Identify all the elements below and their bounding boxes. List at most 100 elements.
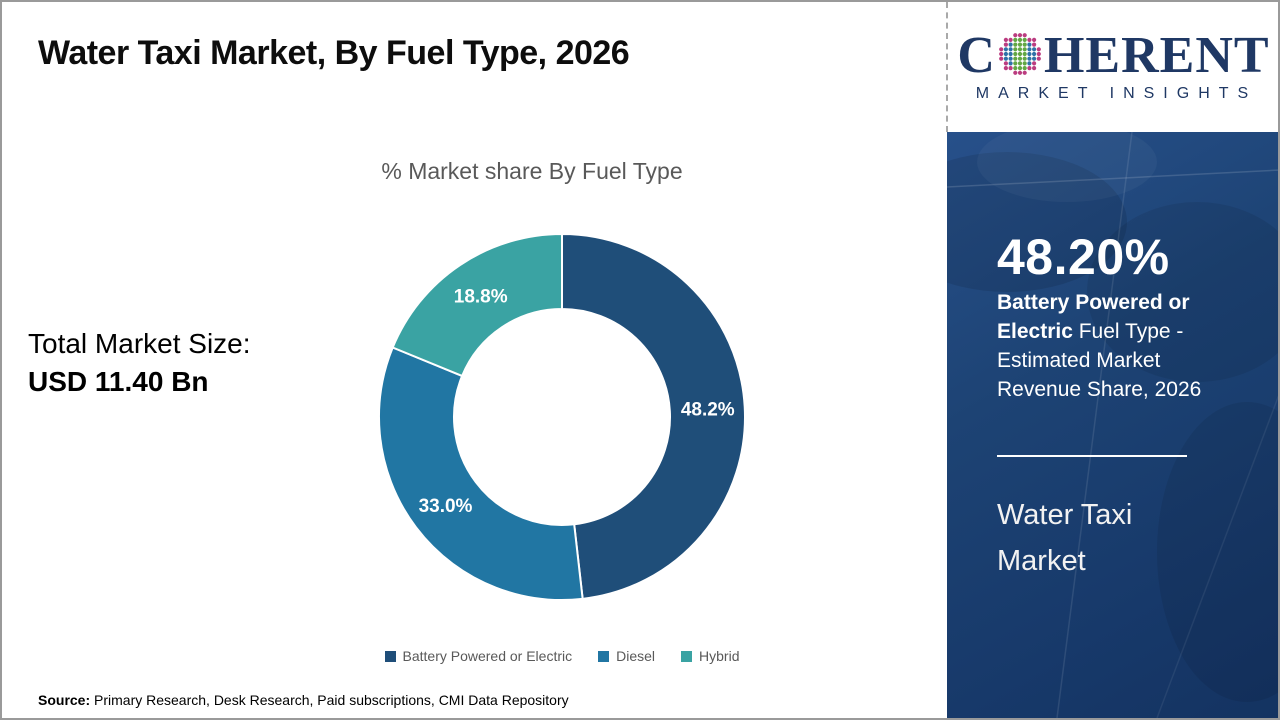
legend-item: Diesel xyxy=(598,648,655,664)
logo-globe-dot xyxy=(1008,42,1013,47)
highlight-stat-value: 48.20% xyxy=(997,229,1170,285)
logo-globe-dot xyxy=(1017,70,1023,75)
page-title: Water Taxi Market, By Fuel Type, 2026 xyxy=(38,34,630,72)
logo-globe-dot xyxy=(1017,46,1023,51)
logo-globe-dot xyxy=(1031,42,1037,47)
chart-title: % Market share By Fuel Type xyxy=(381,158,683,184)
logo-globe-dot xyxy=(999,46,1004,51)
logo-globe-dot xyxy=(1017,37,1023,42)
logo-globe-dot xyxy=(1022,37,1027,42)
market-name-line1: Water Taxi xyxy=(997,499,1133,531)
logo-letter-c: C xyxy=(957,26,996,84)
logo-globe-dot xyxy=(1036,51,1041,56)
logo-globe-dot xyxy=(1036,46,1041,51)
logo-globe-dot xyxy=(1003,56,1008,61)
market-name-line2: Market xyxy=(997,545,1086,577)
logo-wordmark: C HERENT xyxy=(957,26,1270,84)
logo-globe-dot xyxy=(1003,51,1008,56)
logo-globe-dot xyxy=(1003,46,1008,51)
legend-label: Hybrid xyxy=(699,648,740,664)
logo-globe-dot xyxy=(1003,37,1008,42)
logo-globe-dot xyxy=(1013,65,1018,70)
sidebar-market-name: Water Taxi Market xyxy=(997,492,1132,584)
logo-globe-dot xyxy=(1017,56,1023,61)
donut-slice-hybrid xyxy=(391,233,563,377)
legend-marker xyxy=(598,650,610,662)
logo-globe-dot xyxy=(1003,65,1008,70)
logo-globe-dot xyxy=(1031,37,1037,42)
logo-globe-dot xyxy=(1022,70,1027,75)
logo-globe-dot xyxy=(1008,65,1013,70)
logo-globe-dot xyxy=(1036,56,1041,61)
logo-globe-dot xyxy=(1027,60,1032,65)
logo-globe-dot xyxy=(1017,60,1023,65)
slice-label: 33.0% xyxy=(419,496,473,517)
world-map-texture xyxy=(947,132,1280,718)
logo-globe-dot xyxy=(1022,42,1027,47)
slice-label: 48.2% xyxy=(681,400,735,421)
logo-globe-dot xyxy=(1013,70,1018,75)
logo-globe-dot xyxy=(1008,56,1013,61)
legend-item: Hybrid xyxy=(681,648,740,664)
logo-globe-dot xyxy=(1013,56,1018,61)
sidebar-panel: 48.20% Battery Powered or Electric Fuel … xyxy=(947,132,1280,718)
logo-globe-dot xyxy=(1017,65,1023,70)
logo-globe-dot xyxy=(1022,46,1027,51)
logo-word-herent: HERENT xyxy=(1043,26,1270,84)
donut-slice-battery-powered-or-electric xyxy=(561,233,746,600)
logo-globe-dot xyxy=(1008,51,1013,56)
logo-subtitle: MARKET INSIGHTS xyxy=(975,84,1258,102)
logo-globe-dot xyxy=(1013,51,1018,56)
source-text: Primary Research, Desk Research, Paid su… xyxy=(90,692,569,708)
total-market-size-value: USD 11.40 Bn xyxy=(28,366,209,397)
logo-globe-dot xyxy=(1013,60,1018,65)
legend-label: Diesel xyxy=(616,648,656,664)
logo-globe-dot xyxy=(1031,46,1037,51)
donut-chart: 48.2% 33.0% 18.8% xyxy=(378,233,746,601)
sidebar-divider xyxy=(997,455,1187,457)
total-market-size-block: Total Market Size: USD 11.40 Bn xyxy=(28,325,251,401)
logo-globe-dot xyxy=(1003,60,1008,65)
logo-globe-dot xyxy=(1008,60,1013,65)
logo-globe-dot xyxy=(1013,32,1018,37)
logo-globe-dot xyxy=(1027,56,1032,61)
logo-globe-dot xyxy=(1027,51,1032,56)
legend-item: Battery Powered or Electric xyxy=(384,648,573,664)
logo-globe-dot xyxy=(999,51,1004,56)
logo-globe-icon xyxy=(999,32,1041,75)
logo-globe-dot xyxy=(1022,65,1027,70)
source-label: Source: xyxy=(38,692,91,708)
logo-globe-dot xyxy=(1003,42,1008,47)
legend-marker xyxy=(384,650,396,662)
highlight-stat-segment: Battery Powered or Electric xyxy=(997,291,1190,343)
logo-globe-dot xyxy=(1013,46,1018,51)
logo-globe-dot xyxy=(1022,56,1027,61)
logo-globe-dot xyxy=(1022,60,1027,65)
chart-legend: Battery Powered or Electric Diesel Hybrid xyxy=(322,648,802,664)
slice-label: 18.8% xyxy=(454,287,508,308)
logo-globe-dot xyxy=(1013,42,1018,47)
logo-globe-dot xyxy=(999,56,1004,61)
logo-separator-dashed-line xyxy=(946,2,948,132)
donut-slice-diesel xyxy=(378,346,584,601)
legend-label: Battery Powered or Electric xyxy=(402,648,573,664)
logo-globe-dot xyxy=(1008,37,1013,42)
logo-globe-dot xyxy=(1031,56,1037,61)
logo-globe-dot xyxy=(1017,51,1023,56)
source-note: Source: Primary Research, Desk Research,… xyxy=(38,692,569,708)
logo-globe-dot xyxy=(1017,32,1023,37)
logo-globe-dot xyxy=(1031,60,1037,65)
logo-globe-dot xyxy=(1031,65,1037,70)
total-market-size-label: Total Market Size: xyxy=(28,328,251,359)
logo-globe-dot xyxy=(1027,46,1032,51)
logo-globe-dot xyxy=(1027,42,1032,47)
logo-globe-dot xyxy=(1027,65,1032,70)
logo-globe-dot xyxy=(1022,32,1027,37)
logo-globe-dot xyxy=(1008,46,1013,51)
highlight-stat-description: Battery Powered or Electric Fuel Type - … xyxy=(997,288,1222,404)
logo-globe-dot xyxy=(1013,37,1018,42)
highlight-stat-caption: Fuel Type - Estimated Market Revenue Sha… xyxy=(997,320,1202,401)
logo-globe-dot xyxy=(1017,42,1023,47)
logo: C HERENT MARKET INSIGHTS xyxy=(947,0,1280,132)
logo-globe-dot xyxy=(1031,51,1037,56)
